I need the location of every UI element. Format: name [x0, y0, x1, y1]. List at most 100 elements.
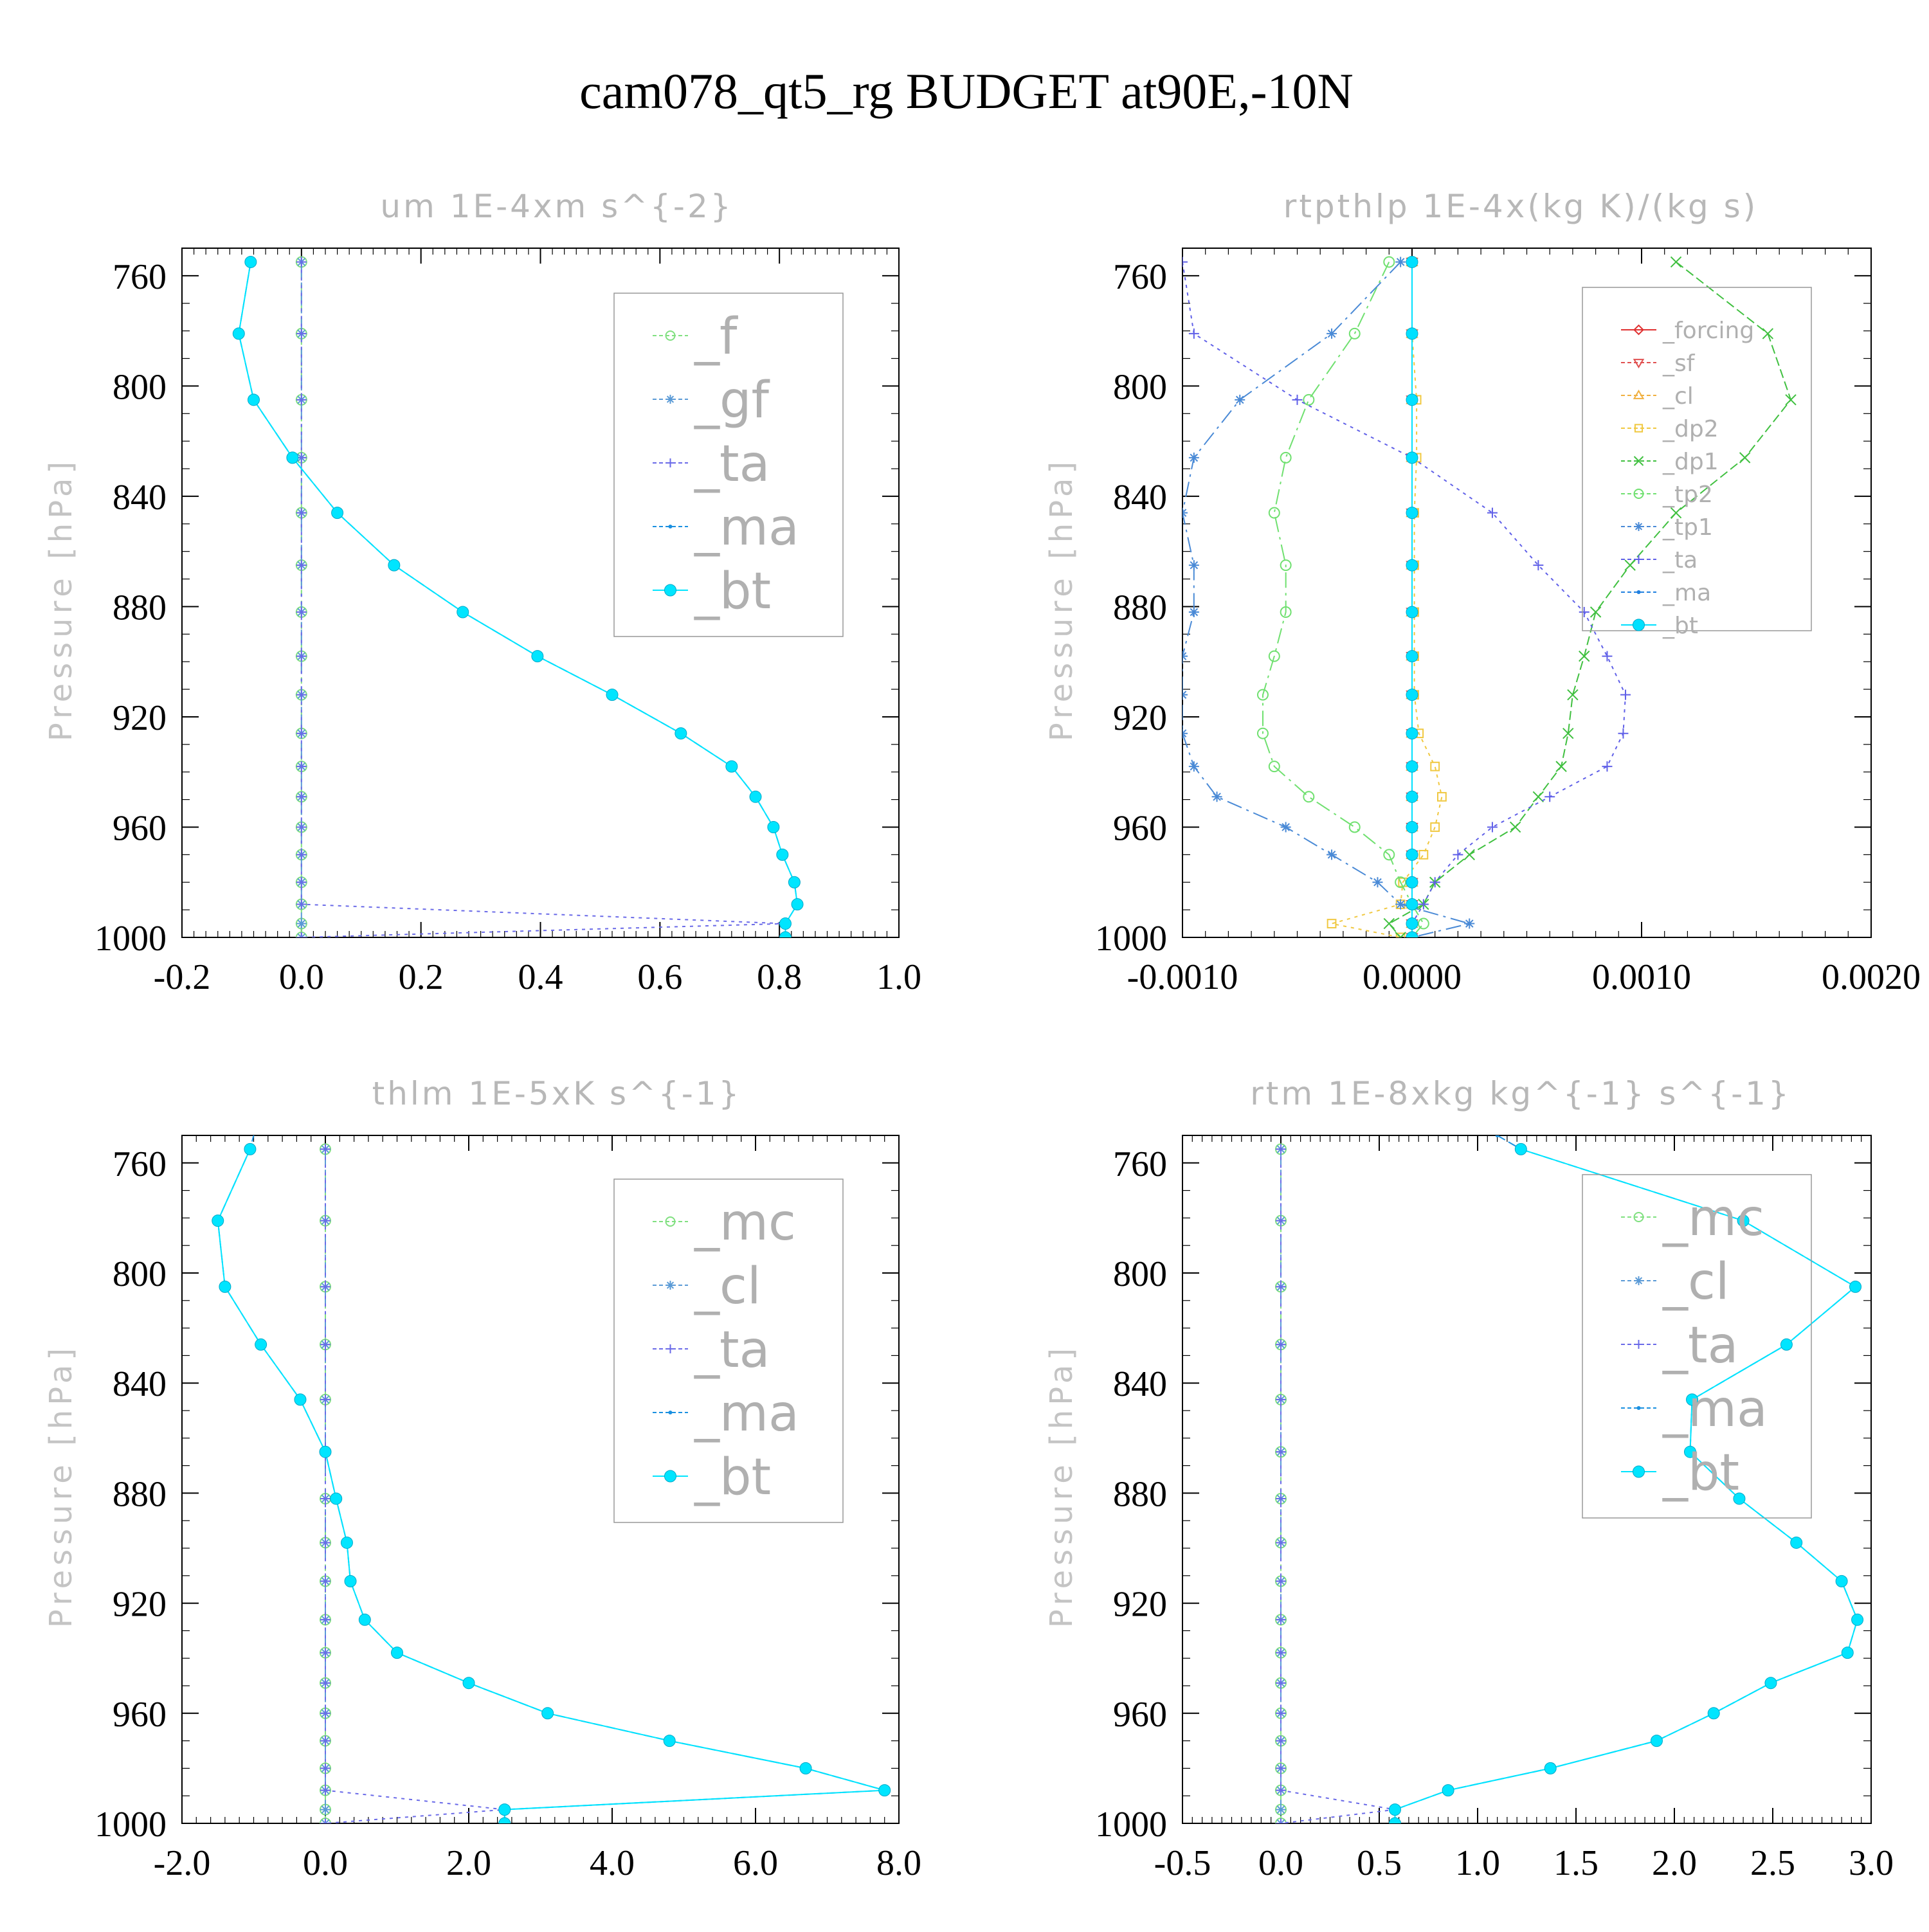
data-point	[1835, 1575, 1848, 1587]
data-point	[1670, 256, 1682, 268]
x-tick-label: 6.0	[733, 1843, 778, 1883]
plot-area	[1182, 255, 1797, 937]
x-tick-label: -0.0010	[1127, 957, 1238, 997]
data-point	[1182, 689, 1188, 700]
data-point	[1406, 327, 1418, 340]
data-point	[1430, 761, 1440, 772]
y-tick-label: 920	[1113, 698, 1167, 738]
data-point	[1555, 761, 1567, 772]
series-dp1	[1383, 256, 1797, 937]
data-point	[320, 1144, 331, 1155]
data-point	[1544, 791, 1555, 802]
data-point	[606, 689, 619, 701]
legend-label: _ma	[1662, 580, 1711, 606]
series-line	[217, 1148, 885, 1823]
x-tick-label: -0.5	[1154, 1843, 1211, 1883]
y-tick-label: 1000	[1095, 919, 1167, 959]
legend-marker	[1633, 1465, 1645, 1478]
data-point	[1487, 507, 1498, 518]
data-point	[1567, 689, 1579, 701]
data-point	[320, 1493, 331, 1504]
legend-label: _ma	[694, 499, 799, 557]
data-point	[1683, 1445, 1696, 1458]
data-point	[1429, 877, 1440, 888]
data-point	[1348, 821, 1361, 833]
data-point	[878, 1784, 891, 1797]
data-point	[1383, 849, 1395, 861]
data-point	[1737, 1214, 1750, 1227]
data-point	[457, 606, 469, 618]
panel-2: rtpthlp 1E-4x(kg K)/(kg s) Pressure [hPa]…	[1044, 188, 1921, 997]
data-point	[1790, 1536, 1803, 1549]
series-gf	[296, 257, 307, 937]
data-point	[1437, 791, 1447, 802]
data-point	[1849, 1280, 1862, 1293]
series-tp2	[1256, 256, 1429, 937]
y-tick-label: 960	[113, 1695, 167, 1735]
series-line	[1394, 1148, 1858, 1823]
data-point	[296, 932, 307, 937]
data-point	[1268, 761, 1280, 773]
legend-marker	[1636, 1406, 1641, 1410]
data-point	[1182, 728, 1188, 739]
data-point	[358, 1613, 371, 1626]
data-point	[296, 507, 307, 518]
data-point	[1764, 1677, 1777, 1690]
x-tick-label: 8.0	[876, 1843, 921, 1883]
data-point	[294, 1393, 307, 1406]
data-point	[749, 790, 762, 803]
data-point	[1188, 452, 1199, 463]
data-point	[779, 917, 792, 930]
series-ta	[1276, 1144, 1400, 1823]
data-point	[1268, 507, 1280, 519]
plot-frame	[181, 248, 900, 938]
data-point	[319, 1445, 332, 1458]
data-point	[1276, 1677, 1286, 1688]
y-tick-label: 880	[113, 1474, 167, 1514]
data-point	[296, 877, 307, 888]
legend-label: _bt	[694, 1449, 771, 1506]
y-tick-label: 960	[1113, 1695, 1167, 1735]
data-point	[1280, 822, 1291, 833]
series-ta	[296, 257, 791, 937]
legend-label: _bt	[1662, 1444, 1739, 1502]
legend-label: _tp1	[1662, 514, 1713, 541]
y-tick-label: 840	[1113, 1364, 1167, 1404]
data-point	[1602, 651, 1613, 662]
data-point	[296, 849, 307, 860]
legend-box	[1582, 1174, 1812, 1519]
legend-label: _forcing	[1662, 318, 1754, 344]
data-point	[1280, 451, 1292, 464]
data-point	[1256, 727, 1269, 739]
legend-marker	[665, 330, 676, 341]
x-tick-label: 1.5	[1553, 1843, 1598, 1883]
legend-label: _mc	[694, 1194, 796, 1252]
data-point	[1182, 651, 1188, 662]
data-point	[1532, 791, 1544, 803]
data-point	[1292, 394, 1303, 405]
x-tick-label: 0.0	[279, 957, 324, 997]
data-point	[1562, 727, 1574, 739]
x-tick-label: -0.2	[154, 957, 211, 997]
legend-label: _dp2	[1662, 416, 1719, 442]
data-point	[1602, 761, 1613, 772]
data-point	[1327, 849, 1337, 860]
y-tick-label: 760	[113, 1144, 167, 1184]
y-tick-label: 920	[113, 1585, 167, 1625]
data-point	[296, 651, 307, 662]
data-point	[1851, 1613, 1864, 1626]
data-point	[1280, 559, 1292, 572]
data-point	[1733, 1492, 1746, 1505]
data-point	[1303, 393, 1315, 406]
legend-label: _cl	[694, 1258, 761, 1315]
legend-label: _ta	[1662, 547, 1698, 573]
series-ma	[1393, 1135, 1860, 1823]
data-point	[1406, 507, 1418, 519]
y-tick-label: 800	[113, 1254, 167, 1294]
data-point	[1841, 1647, 1854, 1659]
series-line	[1182, 261, 1472, 937]
data-point	[320, 1818, 331, 1823]
legend-marker	[666, 458, 675, 467]
data-point	[1406, 898, 1418, 911]
